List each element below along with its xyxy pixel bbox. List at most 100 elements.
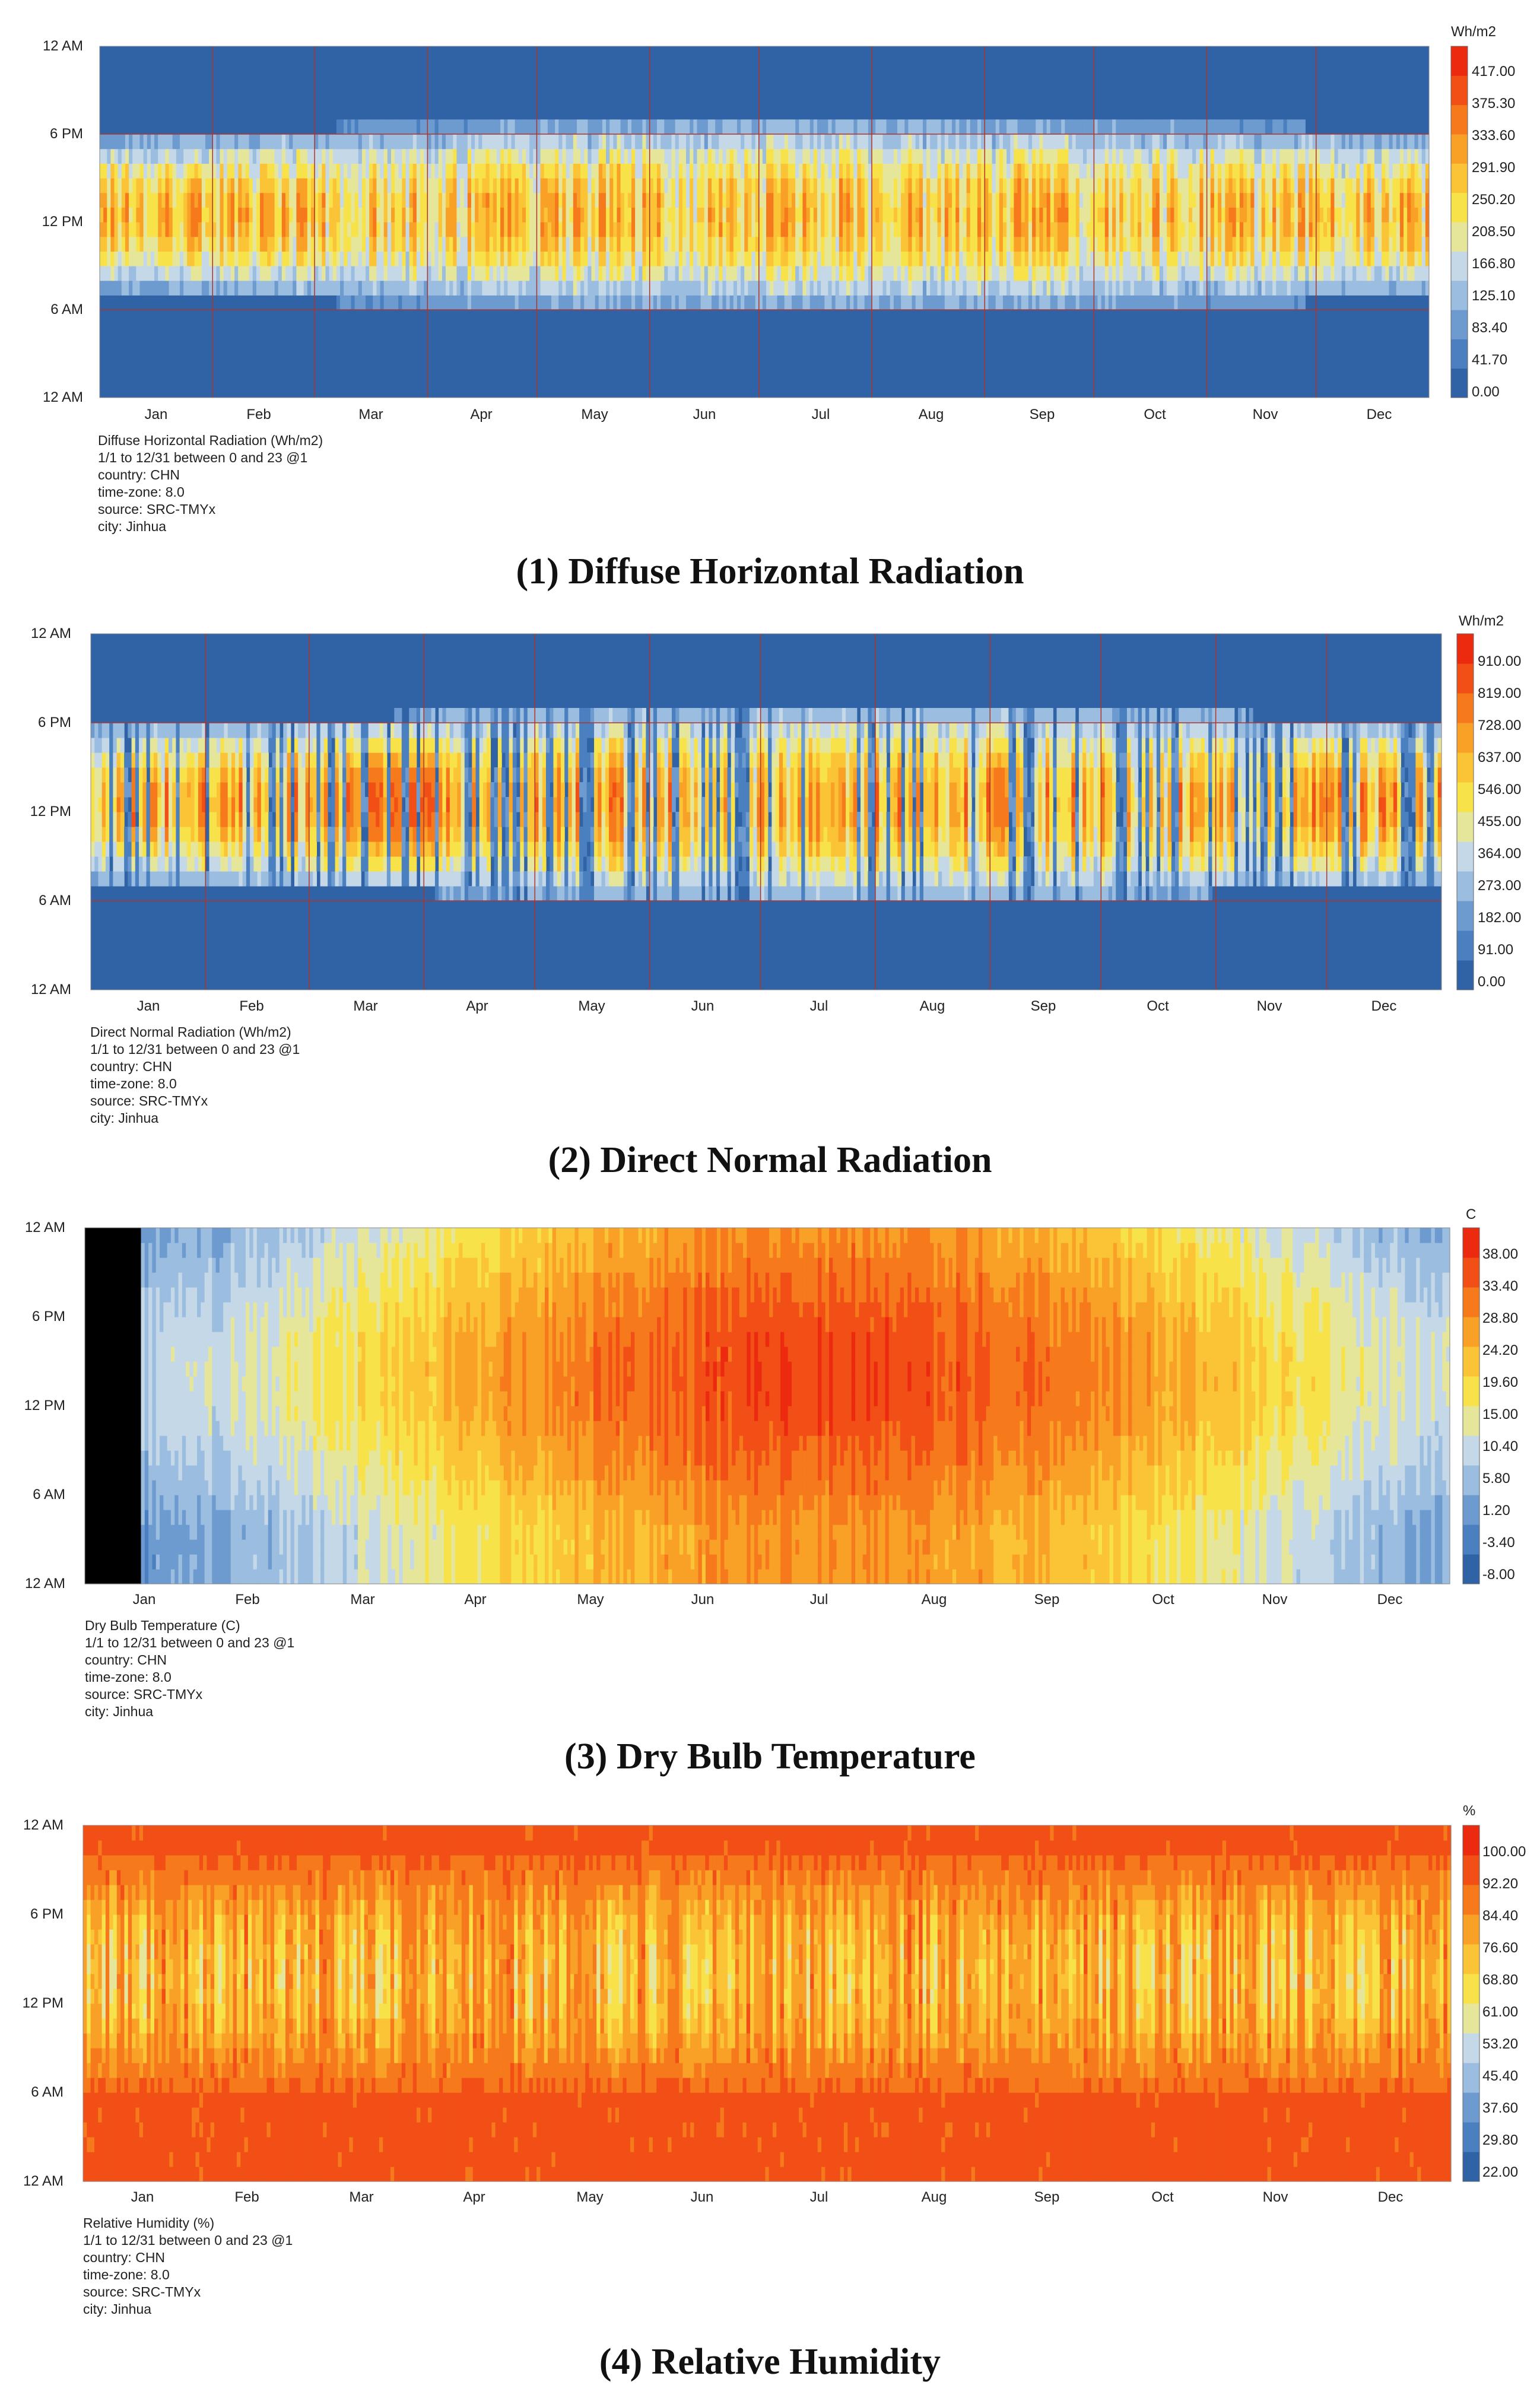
heatmap-cell xyxy=(861,266,865,281)
heatmap-cell xyxy=(1210,236,1215,252)
heatmap-cell xyxy=(154,767,158,783)
heatmap-cell xyxy=(1097,251,1102,266)
heatmap-cell xyxy=(1345,178,1350,193)
heatmap-cell xyxy=(1028,178,1033,193)
heatmap-cell xyxy=(1225,222,1230,237)
heatmap-cell xyxy=(139,236,144,252)
heatmap-cell xyxy=(1323,266,1328,281)
heatmap-cell xyxy=(1148,280,1153,296)
heatmap-cell xyxy=(784,251,789,266)
heatmap-cell xyxy=(1399,148,1404,164)
heatmap-cell xyxy=(146,752,151,768)
heatmap-cell xyxy=(821,295,825,310)
heatmap-cell xyxy=(180,236,184,252)
heatmap-cell xyxy=(813,134,818,150)
heatmap-cell xyxy=(307,207,312,223)
heatmap-cell xyxy=(682,236,687,252)
heatmap-cell xyxy=(802,295,807,310)
heatmap-cell xyxy=(595,280,599,296)
heatmap-cell xyxy=(1181,266,1186,281)
heatmap-cell xyxy=(1082,148,1087,164)
heatmap-cell xyxy=(493,148,497,164)
heatmap-cell xyxy=(551,178,555,193)
y-tick-label: 12 AM xyxy=(0,38,83,55)
heatmap-cell xyxy=(383,192,388,208)
heatmap-cell xyxy=(872,119,876,135)
heatmap-cell xyxy=(872,266,876,281)
heatmap-cell xyxy=(489,207,494,223)
heatmap-cell xyxy=(168,723,173,738)
heatmap-cell xyxy=(555,119,559,135)
heatmap-cell xyxy=(551,222,555,237)
heatmap-cell xyxy=(558,178,563,193)
heatmap-cell xyxy=(693,119,698,135)
heatmap-cell xyxy=(1112,134,1116,150)
heatmap-cell xyxy=(434,295,439,310)
heatmap-cell xyxy=(522,148,526,164)
legend-swatch xyxy=(1451,46,1468,76)
heatmap-cell xyxy=(886,251,891,266)
legend-swatch xyxy=(1451,251,1468,281)
heatmap-cell xyxy=(952,192,956,208)
heatmap-cell xyxy=(784,178,789,193)
heatmap-cell xyxy=(500,222,504,237)
heatmap-cell xyxy=(198,207,202,223)
heatmap-cell xyxy=(1075,251,1080,266)
heatmap-cell xyxy=(376,295,381,310)
heatmap-cell xyxy=(109,752,114,768)
heatmap-cell xyxy=(1046,236,1051,252)
chart-metadata: Diffuse Horizontal Radiation (Wh/m2) 1/1… xyxy=(98,432,323,535)
heatmap-cell xyxy=(332,266,337,281)
heatmap-cell xyxy=(758,222,763,237)
heatmap-cell xyxy=(249,134,253,150)
heatmap-cell xyxy=(919,280,923,296)
heatmap-cell xyxy=(1258,119,1262,135)
heatmap-cell xyxy=(383,295,388,310)
heatmap-cell xyxy=(558,236,563,252)
heatmap-cell xyxy=(1356,163,1360,179)
heatmap-cell xyxy=(1017,178,1022,193)
heatmap-cell xyxy=(719,207,723,223)
heatmap-cell xyxy=(271,178,275,193)
heatmap-cell xyxy=(1112,295,1116,310)
heatmap-cell xyxy=(1323,148,1328,164)
heatmap-cell xyxy=(1130,266,1135,281)
heatmap-cell xyxy=(143,207,148,223)
heatmap-cell xyxy=(576,163,581,179)
heatmap-cell xyxy=(329,178,334,193)
heatmap-cell xyxy=(558,207,563,223)
heatmap-cell xyxy=(536,192,541,208)
heatmap-cell xyxy=(1425,266,1430,281)
heatmap-cell xyxy=(770,236,774,252)
heatmap-cell xyxy=(712,295,716,310)
heatmap-cell xyxy=(555,266,559,281)
heatmap-cell xyxy=(179,827,184,842)
heatmap-cell xyxy=(402,207,407,223)
heatmap-cell xyxy=(1399,207,1404,223)
heatmap-cell xyxy=(515,134,519,150)
heatmap-cell xyxy=(842,222,847,237)
heatmap-cell xyxy=(1053,251,1058,266)
heatmap-cell xyxy=(693,148,698,164)
heatmap-cell xyxy=(220,192,224,208)
heatmap-cell xyxy=(1090,148,1094,164)
heatmap-cell xyxy=(1188,280,1193,296)
heatmap-cell xyxy=(959,134,964,150)
heatmap-cell xyxy=(821,266,825,281)
heatmap-cell xyxy=(1058,192,1062,208)
heatmap-cell xyxy=(1283,207,1288,223)
heatmap-cell xyxy=(697,163,701,179)
heatmap-cell xyxy=(467,236,472,252)
heatmap-cell xyxy=(427,119,432,135)
heatmap-cell xyxy=(780,178,785,193)
heatmap-cell xyxy=(588,266,592,281)
heatmap-cell xyxy=(1411,236,1415,252)
heatmap-cell xyxy=(736,134,741,150)
heatmap-cell xyxy=(526,163,530,179)
heatmap-cell xyxy=(1177,295,1182,310)
heatmap-cell xyxy=(981,192,985,208)
heatmap-cell xyxy=(125,251,129,266)
heatmap-cell xyxy=(1392,266,1397,281)
heatmap-cell xyxy=(977,207,982,223)
heatmap-cell xyxy=(146,723,151,738)
